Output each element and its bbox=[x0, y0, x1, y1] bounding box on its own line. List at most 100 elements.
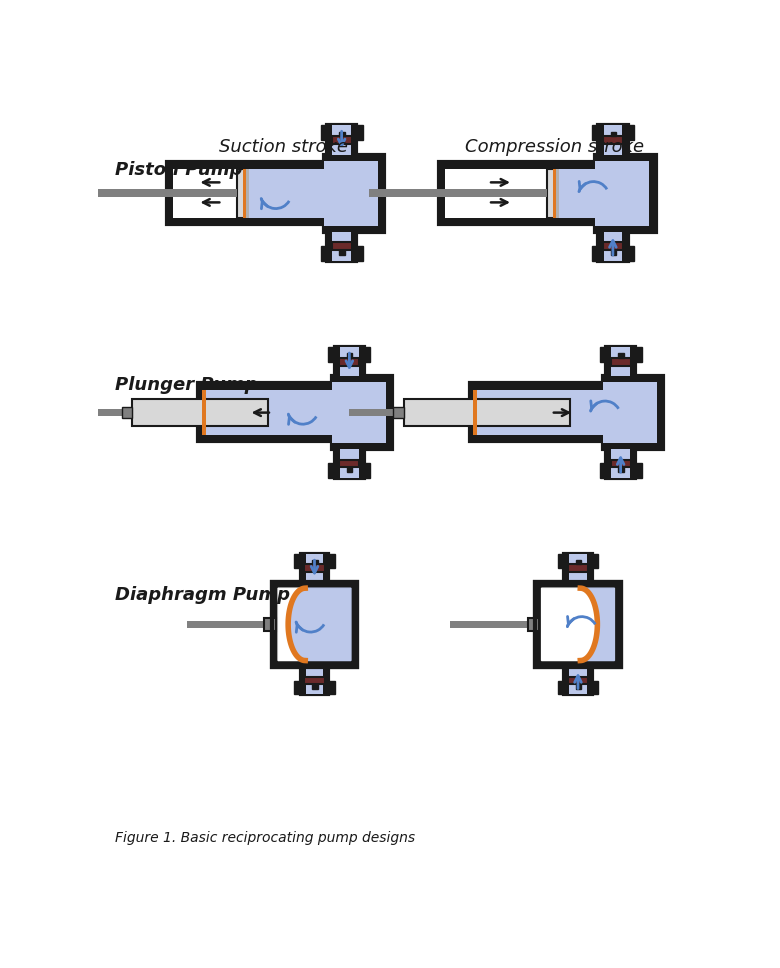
Bar bbox=[339, 358, 360, 366]
Text: Suction stroke: Suction stroke bbox=[219, 137, 348, 156]
Bar bbox=[294, 555, 300, 568]
Bar bbox=[332, 231, 351, 261]
Bar bbox=[606, 348, 636, 377]
Bar bbox=[606, 449, 636, 478]
Bar bbox=[339, 460, 360, 468]
Bar bbox=[340, 449, 359, 478]
Bar bbox=[306, 555, 323, 582]
Bar bbox=[592, 681, 598, 694]
Bar bbox=[324, 161, 378, 226]
Bar bbox=[470, 383, 609, 441]
Bar bbox=[604, 126, 622, 155]
Bar bbox=[592, 555, 598, 568]
Bar bbox=[246, 168, 250, 218]
Polygon shape bbox=[278, 589, 305, 660]
Bar bbox=[558, 168, 595, 218]
Bar bbox=[167, 163, 330, 224]
Bar bbox=[186, 620, 272, 628]
Bar bbox=[636, 464, 642, 478]
Bar bbox=[304, 677, 324, 684]
Bar bbox=[349, 408, 406, 416]
Bar bbox=[335, 348, 364, 377]
Text: Plunger Pump: Plunger Pump bbox=[115, 377, 257, 394]
Bar bbox=[327, 231, 356, 261]
Bar bbox=[78, 408, 136, 416]
Bar bbox=[603, 136, 623, 144]
Bar bbox=[248, 168, 324, 218]
Bar bbox=[403, 399, 570, 427]
Bar bbox=[364, 464, 370, 478]
Bar bbox=[568, 677, 588, 684]
Bar bbox=[332, 376, 392, 449]
Bar bbox=[122, 408, 133, 418]
Bar bbox=[611, 132, 616, 136]
Bar bbox=[558, 681, 564, 694]
Bar bbox=[564, 555, 592, 582]
Bar bbox=[556, 168, 559, 218]
Polygon shape bbox=[580, 589, 615, 660]
Bar bbox=[332, 381, 386, 442]
Bar bbox=[347, 353, 353, 358]
Bar bbox=[321, 246, 327, 261]
Bar bbox=[347, 468, 353, 471]
Bar bbox=[535, 582, 621, 667]
Bar bbox=[272, 582, 357, 667]
Text: Diaphragm Pump: Diaphragm Pump bbox=[115, 586, 289, 604]
Bar bbox=[600, 348, 606, 362]
Bar bbox=[98, 190, 237, 197]
Bar bbox=[527, 619, 539, 630]
Text: Figure 1. Basic reciprocating pump designs: Figure 1. Basic reciprocating pump desig… bbox=[115, 831, 415, 845]
Bar bbox=[569, 555, 587, 582]
Bar bbox=[547, 168, 555, 218]
Bar bbox=[611, 250, 616, 255]
Bar bbox=[335, 449, 364, 478]
Bar bbox=[598, 231, 628, 261]
Bar bbox=[603, 376, 663, 449]
Bar bbox=[445, 168, 547, 218]
Bar bbox=[300, 555, 328, 582]
Bar bbox=[339, 250, 345, 255]
Polygon shape bbox=[288, 589, 351, 660]
Bar bbox=[612, 449, 630, 478]
Bar bbox=[272, 582, 357, 667]
Bar bbox=[204, 389, 332, 435]
Bar bbox=[243, 168, 246, 218]
Bar bbox=[328, 555, 335, 568]
Bar bbox=[603, 381, 657, 442]
Bar bbox=[553, 168, 556, 218]
Bar bbox=[393, 408, 403, 418]
Bar bbox=[306, 667, 323, 694]
Bar bbox=[264, 619, 276, 630]
Bar bbox=[612, 348, 630, 377]
Bar bbox=[327, 126, 356, 155]
Bar bbox=[576, 684, 581, 689]
Bar bbox=[198, 383, 338, 441]
Bar bbox=[237, 168, 245, 218]
Bar bbox=[356, 246, 363, 261]
Bar bbox=[604, 231, 622, 261]
Bar bbox=[369, 190, 547, 197]
Bar bbox=[558, 555, 564, 568]
Bar bbox=[324, 155, 385, 231]
Bar bbox=[595, 155, 655, 231]
Bar bbox=[564, 667, 592, 694]
Bar bbox=[473, 389, 477, 435]
Bar bbox=[321, 126, 327, 140]
Bar bbox=[364, 348, 370, 362]
Bar bbox=[568, 564, 588, 572]
Bar bbox=[332, 242, 352, 250]
Bar bbox=[603, 242, 623, 250]
Text: Piston Pump: Piston Pump bbox=[115, 161, 242, 179]
Bar bbox=[450, 620, 535, 628]
Bar bbox=[598, 126, 628, 155]
Polygon shape bbox=[541, 589, 597, 660]
Bar bbox=[312, 684, 317, 689]
Bar bbox=[332, 136, 352, 144]
Bar bbox=[535, 582, 621, 667]
Bar bbox=[611, 358, 631, 366]
Bar bbox=[356, 126, 363, 140]
Bar bbox=[619, 353, 624, 358]
Bar bbox=[569, 667, 587, 694]
Bar bbox=[592, 246, 598, 261]
Bar bbox=[328, 681, 335, 694]
